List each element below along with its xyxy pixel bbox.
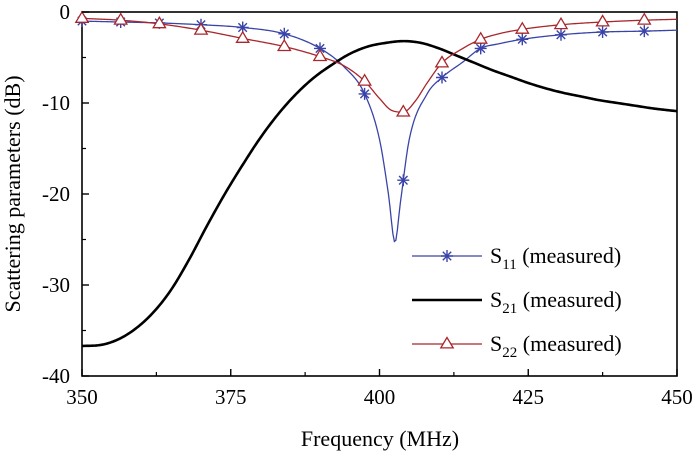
data-point-s22-5 [276, 38, 292, 52]
data-point-s22-14 [636, 12, 652, 25]
data-point-s11-4 [236, 21, 249, 34]
legend-label-s11: S11 (measured) [490, 243, 621, 273]
y-tick-label-3: -30 [42, 273, 70, 297]
x-tick-label-0: 350 [66, 385, 98, 409]
data-point-s22-11 [514, 21, 530, 34]
data-point-s11-11 [516, 33, 529, 46]
x-axis-title: Frequency (MHz) [301, 426, 459, 451]
y-tick-label-1: -10 [42, 91, 70, 115]
data-point-s11-8 [397, 174, 410, 187]
data-point-s11-5 [278, 27, 291, 40]
legend-marker-asterisk [441, 250, 453, 262]
legend-entry-s21: S21 (measured) [412, 287, 622, 317]
x-tick-label-3: 425 [513, 385, 545, 409]
data-point-s11-9 [436, 71, 448, 84]
data-point-s22-7 [357, 73, 372, 86]
plot-area-frame [81, 11, 678, 377]
data-point-s11-10 [474, 42, 487, 55]
data-point-s11-13 [596, 26, 609, 38]
data-point-s22-10 [473, 31, 488, 44]
tick-layer: 350 375 400 425 450 0 -10 -20 -30 -40 [42, 0, 693, 409]
data-point-s22-3 [193, 22, 209, 35]
series-line-11 [81, 20, 678, 243]
series-22 [74, 10, 678, 117]
data-point-s11-14 [638, 25, 651, 38]
series-layer [74, 10, 678, 348]
data-point-s22-12 [553, 16, 569, 30]
series-line-22 [81, 17, 678, 113]
y-tick-label-0: 0 [60, 0, 71, 24]
legend: S11 (measured) S21 (measured) S22 (measure… [412, 243, 622, 361]
data-point-s22-1 [113, 12, 129, 25]
x-tick-label-4: 450 [661, 385, 693, 409]
series-line-21 [81, 39, 678, 348]
data-point-s11-7 [358, 87, 371, 100]
legend-entry-s11: S11 (measured) [412, 243, 621, 273]
data-point-s22-4 [235, 30, 250, 43]
legend-entry-s22: S22 (measured) [412, 331, 622, 361]
data-point-s22-2 [152, 16, 167, 29]
series-21 [81, 39, 678, 348]
legend-marker-triangle [439, 336, 455, 349]
series-11 [76, 15, 678, 243]
legend-label-s22: S22 (measured) [490, 331, 622, 361]
x-tick-label-1: 375 [215, 385, 247, 409]
data-point-s22-6 [312, 48, 328, 62]
data-point-s22-0 [74, 10, 90, 23]
y-tick-label-2: -20 [42, 182, 70, 206]
y-tick-label-4: -40 [42, 364, 70, 388]
data-point-s22-13 [595, 14, 610, 27]
x-tick-label-2: 400 [364, 385, 396, 409]
legend-label-s21: S21 (measured) [490, 287, 622, 317]
data-point-s22-9 [434, 55, 450, 68]
data-point-s11-12 [555, 28, 567, 41]
data-point-s22-8 [395, 104, 411, 117]
plot-frame [81, 11, 678, 377]
y-axis-title: Scattering parameters (dB) [0, 75, 25, 312]
data-point-s11-6 [314, 42, 326, 55]
